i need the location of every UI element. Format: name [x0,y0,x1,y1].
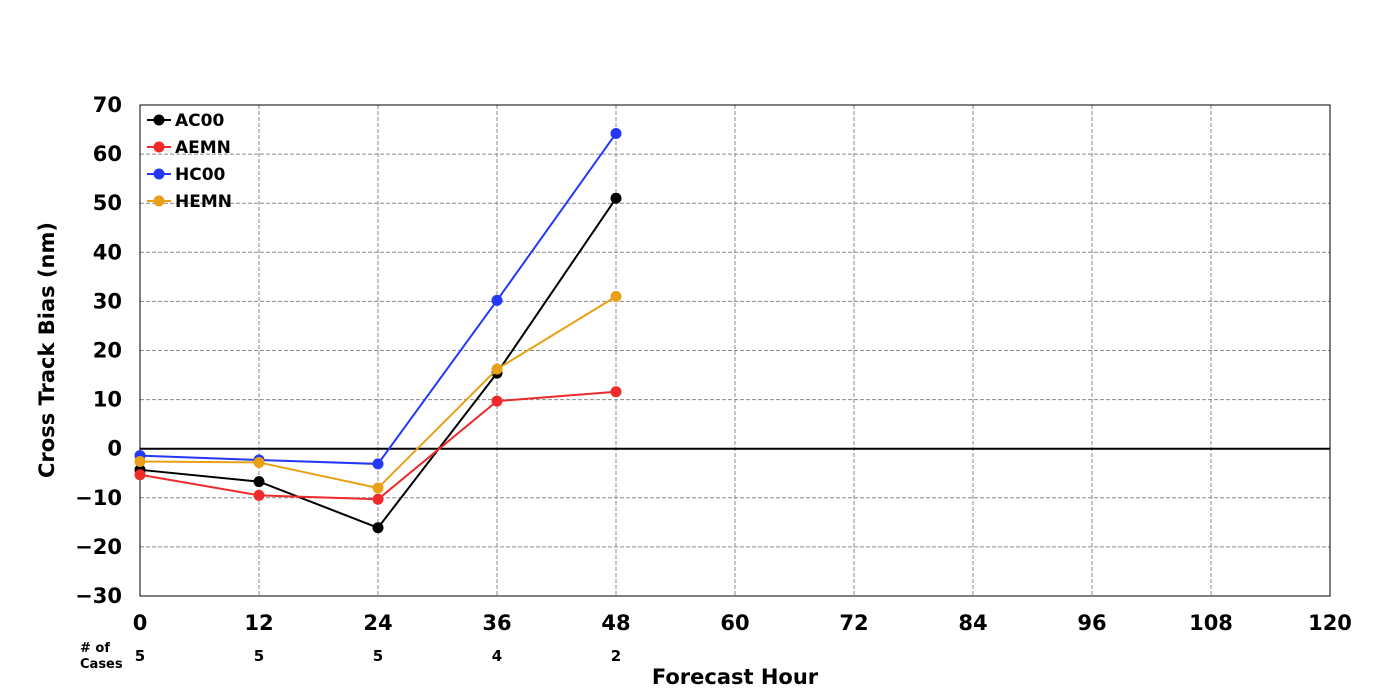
point-aemn-36 [491,395,503,407]
y-tick-label-0: 0 [107,437,122,461]
legend-marker-hemn [153,195,165,207]
point-ac00-12 [253,476,265,488]
grid [140,105,1330,596]
x-tick-label-120: 120 [1308,611,1352,635]
point-aemn-48 [610,386,622,398]
x-axis-title: Forecast Hour [652,665,819,689]
plot-frame [139,104,1331,597]
legend-label-hemn: HEMN [175,192,232,212]
legend: AC00 AEMN HC00 HEMN [147,111,232,212]
point-hemn-36 [491,363,503,375]
cases-row: # of Cases 5 5 5 4 2 [80,641,621,672]
legend-entry-hc00: HC00 [147,165,226,185]
y-tick-label-50: 50 [93,191,122,215]
point-hemn-12 [253,456,265,468]
legend-label-ac00: AC00 [175,111,224,131]
legend-label-hc00: HC00 [175,165,226,185]
x-tick-label-96: 96 [1077,611,1106,635]
cases-count-36: 4 [492,647,502,665]
y-tick-labels: −30 −20 −10 0 10 20 30 40 50 60 70 [75,93,122,608]
legend-marker-hc00 [153,168,165,180]
y-tick-label-20: 20 [93,339,122,363]
x-tick-label-0: 0 [133,611,148,635]
point-hc00-24 [372,458,384,470]
legend-marker-aemn [153,141,165,153]
cases-count-24: 5 [373,647,383,665]
y-tick-label-40: 40 [93,240,122,264]
cases-count-48: 2 [611,647,621,665]
point-hemn-24 [372,482,384,494]
x-tick-label-84: 84 [958,611,987,635]
x-tick-label-108: 108 [1189,611,1233,635]
point-aemn-24 [372,493,384,505]
point-hemn-0 [134,455,146,467]
series-layer [134,127,622,534]
y-tick-label-10: 10 [93,388,122,412]
legend-marker-ac00 [153,114,165,126]
point-ac00-24 [372,522,384,534]
point-aemn-12 [253,489,265,501]
legend-entry-aemn: AEMN [147,138,231,158]
x-tick-label-24: 24 [363,611,392,635]
point-aemn-0 [134,469,146,481]
cases-label-line1: # of [80,641,110,656]
legend-label-aemn: AEMN [175,138,231,158]
y-axis-title: Cross Track Bias (nm) [35,222,59,478]
y-tick-label-70: 70 [93,93,122,117]
series-hemn [134,290,622,494]
point-hc00-36 [491,294,503,306]
point-ac00-48 [610,192,622,204]
x-tick-labels: 0 12 24 36 48 60 72 84 96 108 120 [133,611,1352,635]
point-hc00-48 [610,127,622,139]
legend-entry-ac00: AC00 [147,111,224,131]
point-hemn-48 [610,290,622,302]
legend-entry-hemn: HEMN [147,192,232,212]
x-tick-label-60: 60 [720,611,749,635]
series-aemn [134,386,622,505]
cases-count-12: 5 [254,647,264,665]
cases-count-0: 5 [135,647,145,665]
y-tick-label--20: −20 [75,535,122,559]
x-tick-label-48: 48 [601,611,630,635]
y-tick-label-60: 60 [93,142,122,166]
x-tick-label-12: 12 [244,611,273,635]
x-tick-label-72: 72 [839,611,868,635]
y-tick-label--10: −10 [75,486,122,510]
x-tick-label-36: 36 [482,611,511,635]
cases-label-line2: Cases [80,657,123,672]
y-tick-label-30: 30 [93,289,122,313]
y-tick-label--30: −30 [75,584,122,608]
